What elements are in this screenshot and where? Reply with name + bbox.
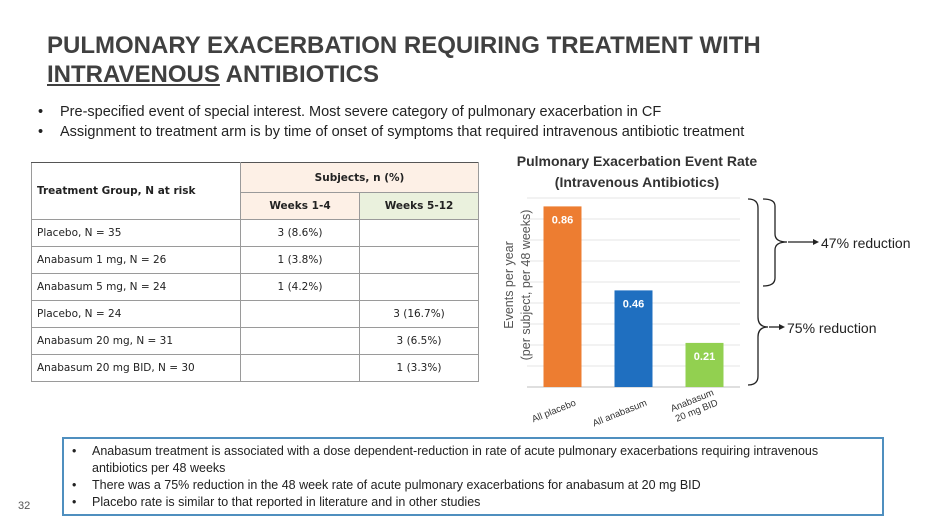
weeks-5-12-cell (359, 246, 479, 274)
table-subheader-row: Weeks 1-4 Weeks 5-12 (32, 192, 479, 220)
chart-title: Pulmonary Exacerbation Event Rate (Intra… (500, 151, 774, 193)
weeks-1-4-cell (240, 300, 360, 328)
x-tick-label-line: All anabasum (591, 398, 649, 430)
event-rate-bar-chart: 0.86 0.46 0.21 All placebo All anabasum Anab… (502, 197, 911, 429)
brace-47-reduction (762, 198, 788, 287)
reduction-75-label: 75% reduction (787, 320, 877, 336)
title-underlined-word: INTRAVENOUS (47, 61, 220, 88)
weeks-1-4-cell (240, 327, 360, 355)
table-row: Anabasum 20 mg, N = 31 3 (6.5%) (31, 327, 479, 355)
title-line-1: PULMONARY EXACERBATION REQUIRING TREATME… (47, 32, 761, 59)
chart-bars (543, 206, 724, 387)
chart-bar-labels: 0.86 0.46 0.21 (552, 214, 715, 363)
bar (614, 290, 653, 387)
summary-box: Anabasum treatment is associated with a … (62, 437, 884, 516)
bar-value-label: 0.21 (694, 351, 715, 363)
table-row: Placebo, N = 35 3 (8.6%) (31, 219, 479, 247)
treatment-group-header: Treatment Group, N at risk (31, 162, 241, 220)
weeks-5-12-cell: 3 (6.5%) (359, 327, 479, 355)
arrow-47-head (813, 239, 819, 245)
weeks-5-12-cell (359, 273, 479, 301)
group-cell: Anabasum 1 mg, N = 26 (31, 246, 241, 274)
group-cell: Anabasum 20 mg, N = 31 (31, 327, 241, 355)
y-axis-label-line-1: Events per year (502, 241, 516, 329)
intro-bullets: Pre-specified event of special interest.… (38, 102, 908, 142)
group-cell: Placebo, N = 35 (31, 219, 241, 247)
weeks-1-4-cell (240, 354, 360, 382)
arrow-75-head (779, 324, 785, 330)
weeks-1-4-cell: 1 (3.8%) (240, 246, 360, 274)
weeks-5-12-cell: 3 (16.7%) (359, 300, 479, 328)
table-row: Anabasum 1 mg, N = 26 1 (3.8%) (31, 246, 479, 274)
brace-75-reduction (747, 198, 769, 386)
slide-title: PULMONARY EXACERBATION REQUIRING TREATME… (47, 31, 907, 89)
weeks-5-12-cell: 1 (3.3%) (359, 354, 479, 382)
table-row: Anabasum 20 mg BID, N = 30 1 (3.3%) (31, 354, 479, 382)
summary-bullet-2: There was a 75% reduction in the 48 week… (72, 477, 872, 494)
x-tick-label-line: All placebo (530, 398, 577, 426)
bar-value-label: 0.46 (623, 298, 644, 310)
bar (543, 206, 582, 387)
chart-title-line-1: Pulmonary Exacerbation Event Rate (516, 153, 758, 169)
weeks-1-4-cell: 1 (4.2%) (240, 273, 360, 301)
intro-bullet-2: Assignment to treatment arm is by time o… (38, 122, 908, 142)
weeks-5-12-header: Weeks 5-12 (359, 192, 479, 220)
summary-bullet-1: Anabasum treatment is associated with a … (72, 443, 872, 477)
title-rest: ANTIBIOTICS (219, 61, 380, 88)
x-tick-label: All placebo (530, 398, 577, 426)
group-cell: Placebo, N = 24 (31, 300, 241, 328)
subjects-table: Treatment Group, N at risk Subjects, n (… (31, 162, 479, 382)
group-cell: Anabasum 5 mg, N = 24 (31, 273, 241, 301)
bar-value-label: 0.86 (552, 214, 573, 226)
table-row: Placebo, N = 24 3 (16.7%) (31, 300, 479, 328)
reduction-47-label: 47% reduction (821, 235, 911, 251)
y-axis-label-line-2: (per subject, per 48 weeks) (519, 210, 533, 361)
chart-title-line-2: (Intravenous Antibiotics) (554, 174, 720, 190)
summary-bullet-3: Placebo rate is similar to that reported… (72, 494, 872, 511)
weeks-1-4-header: Weeks 1-4 (240, 192, 360, 220)
weeks-1-4-cell: 3 (8.6%) (240, 219, 360, 247)
table-row: Anabasum 5 mg, N = 24 1 (4.2%) (31, 273, 479, 301)
intro-bullet-1: Pre-specified event of special interest.… (38, 102, 908, 122)
group-cell: Anabasum 20 mg BID, N = 30 (31, 354, 241, 382)
title-line-2: INTRAVENOUS ANTIBIOTICS (47, 60, 907, 89)
subjects-header: Subjects, n (%) (240, 162, 479, 193)
x-tick-label: All anabasum (591, 398, 649, 430)
bar (685, 342, 724, 387)
table-header-row: Treatment Group, N at risk Subjects, n (… (31, 162, 479, 220)
weeks-5-12-cell (359, 219, 479, 247)
page-number: 32 (18, 500, 31, 512)
